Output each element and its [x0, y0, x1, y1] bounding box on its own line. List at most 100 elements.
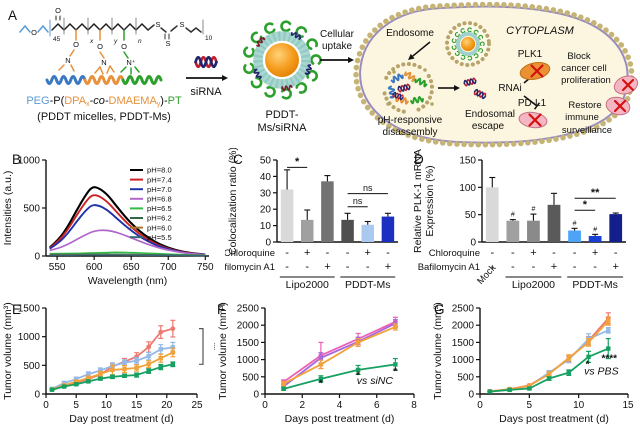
- svg-text:0: 0: [265, 238, 271, 249]
- svg-text:pH=7.0: pH=7.0: [147, 185, 172, 194]
- svg-text:25: 25: [191, 400, 203, 411]
- svg-text:1500: 1500: [237, 338, 260, 349]
- svg-text:#: #: [511, 212, 515, 219]
- svg-text:pH=7.4: pH=7.4: [147, 175, 172, 184]
- uptake-label-2: uptake: [322, 41, 352, 52]
- svg-text:#: #: [593, 226, 597, 233]
- svg-text:Tumor volume (mm³): Tumor volume (mm³): [432, 302, 444, 400]
- svg-text:1000: 1000: [452, 355, 475, 366]
- ester-oxygen-2: O: [97, 42, 103, 51]
- svg-text:20: 20: [260, 205, 272, 216]
- panel-a-graphic: A O 45 O x y n O N O N O N⁺ S S S 10 PEG…: [8, 1, 639, 148]
- svg-text:Lipo2000: Lipo2000: [286, 279, 329, 291]
- svg-text:500: 500: [23, 204, 40, 215]
- uptake-label-1: Cellular: [320, 29, 355, 40]
- panel-f-chart: F 0 2 4 6 8 0 500 1000 1500 2000 2500 Days post tre…: [217, 302, 417, 425]
- peg-oxygen-label: O: [31, 28, 37, 37]
- svg-text:Colocalization ratio (%): Colocalization ratio (%): [227, 148, 239, 255]
- svg-text:+: +: [304, 247, 310, 259]
- svg-text:10: 10: [101, 400, 113, 411]
- panel-g-label: G: [434, 302, 445, 317]
- svg-text:pH=6.8: pH=6.8: [147, 195, 172, 204]
- svg-text:0: 0: [43, 400, 49, 411]
- micelle-graphic: [243, 20, 322, 100]
- endosome-label: Endosome: [386, 28, 434, 39]
- svg-text:700: 700: [160, 262, 177, 273]
- svg-text:15: 15: [131, 400, 143, 411]
- svg-text:Day post treatment (d): Day post treatment (d): [69, 413, 173, 425]
- svg-text:Lipo2000: Lipo2000: [512, 279, 555, 291]
- svg-text:+: +: [365, 247, 371, 259]
- svg-text:2000: 2000: [237, 321, 260, 332]
- disassembly-label-1: pH-responsive: [378, 115, 443, 126]
- svg-text:**: **: [208, 343, 215, 351]
- svg-text:0: 0: [253, 390, 259, 401]
- svg-text:Wavelength (nm): Wavelength (nm): [88, 275, 168, 287]
- svg-text:+: +: [324, 261, 330, 273]
- uptake-arrow: [320, 57, 354, 63]
- plk1-label: PLK1: [518, 49, 543, 60]
- sulfur-1: S: [155, 20, 160, 29]
- svg-text:6: 6: [374, 400, 380, 411]
- panel-b-label: B: [12, 152, 21, 167]
- svg-text:-: -: [593, 261, 597, 273]
- svg-text:8: 8: [411, 400, 417, 411]
- panel-g: G 0 5 10 15 0 500 1000 1500 2000 2500 Days post tr…: [430, 296, 640, 444]
- ester-oxygen-1: O: [73, 40, 79, 49]
- svg-text:*: *: [393, 367, 397, 378]
- polymer-structure-graphic: [19, 15, 204, 85]
- panel-a-label: A: [8, 8, 17, 23]
- svg-text:2500: 2500: [452, 304, 475, 315]
- panel-e-chart: E 0 5 10 15 20 25 0 500 1000 1500 Day post treatme…: [2, 302, 215, 425]
- block-label-3: proliferation: [561, 75, 611, 86]
- dmaema-nitrogen: N: [65, 56, 70, 65]
- restore-label-3: surveillance: [562, 125, 612, 136]
- restore-label-1: Restore: [568, 100, 601, 111]
- svg-text:Expression (%): Expression (%): [424, 165, 436, 236]
- svg-text:100: 100: [459, 183, 476, 194]
- svg-text:vs PBS: vs PBS: [584, 366, 618, 378]
- polymer-subtitle: (PDDT micelles, PDDT-Ms): [37, 111, 171, 123]
- svg-text:15: 15: [622, 400, 634, 411]
- ester-oxygen-3: O: [121, 42, 127, 51]
- block-label-2: cancer cell: [561, 63, 606, 74]
- sirna-helix-icon: [186, 55, 228, 81]
- quaternary-nitrogen: N⁺: [126, 58, 135, 67]
- chain-10-subscript: 10: [205, 35, 213, 42]
- svg-text:#: #: [531, 206, 535, 213]
- svg-text:0: 0: [34, 252, 40, 263]
- svg-text:-: -: [511, 261, 515, 273]
- svg-text:1000: 1000: [18, 156, 41, 167]
- svg-text:40: 40: [260, 172, 272, 183]
- panel-d: D 0 50 100 150 Relative PLK-1 mRNA Expression…: [410, 148, 640, 300]
- svg-text:20: 20: [161, 400, 173, 411]
- svg-text:PDDT-Ms: PDDT-Ms: [345, 279, 391, 291]
- svg-text:pH=6.2: pH=6.2: [147, 214, 172, 223]
- panel-f-label: F: [217, 302, 225, 317]
- pdl1-label: PD-L1: [518, 98, 547, 109]
- svg-text:550: 550: [49, 262, 66, 273]
- svg-text:150: 150: [459, 156, 476, 167]
- svg-text:30: 30: [260, 188, 272, 199]
- panel-c-chart: C 0 10 20 30 40 50 Colocalization ratio (%) * ns…: [225, 148, 398, 291]
- panel-c: C 0 10 20 30 40 50 Colocalization ratio (%) * ns…: [225, 148, 410, 300]
- svg-text:-: -: [366, 261, 370, 273]
- svg-text:-: -: [305, 261, 309, 273]
- svg-text:0: 0: [477, 400, 483, 411]
- svg-text:pH=5.5: pH=5.5: [147, 233, 172, 242]
- svg-text:-: -: [614, 247, 618, 259]
- svg-text:0: 0: [34, 390, 40, 401]
- svg-text:vs siNC: vs siNC: [357, 375, 394, 387]
- svg-text:#: #: [573, 220, 577, 227]
- y-subscript: y: [113, 38, 118, 45]
- panel-e-label: E: [12, 302, 21, 317]
- svg-text:PDDT-Ms: PDDT-Ms: [572, 279, 618, 291]
- panel-f: F 0 2 4 6 8 0 500 1000 1500 2000 2500 Days post tre…: [215, 296, 430, 444]
- svg-text:*: *: [583, 199, 588, 211]
- svg-text:+: +: [530, 247, 536, 259]
- svg-text:1000: 1000: [237, 355, 260, 366]
- svg-text:5: 5: [527, 400, 533, 411]
- svg-text:10: 10: [573, 400, 585, 411]
- svg-text:+: +: [612, 261, 618, 273]
